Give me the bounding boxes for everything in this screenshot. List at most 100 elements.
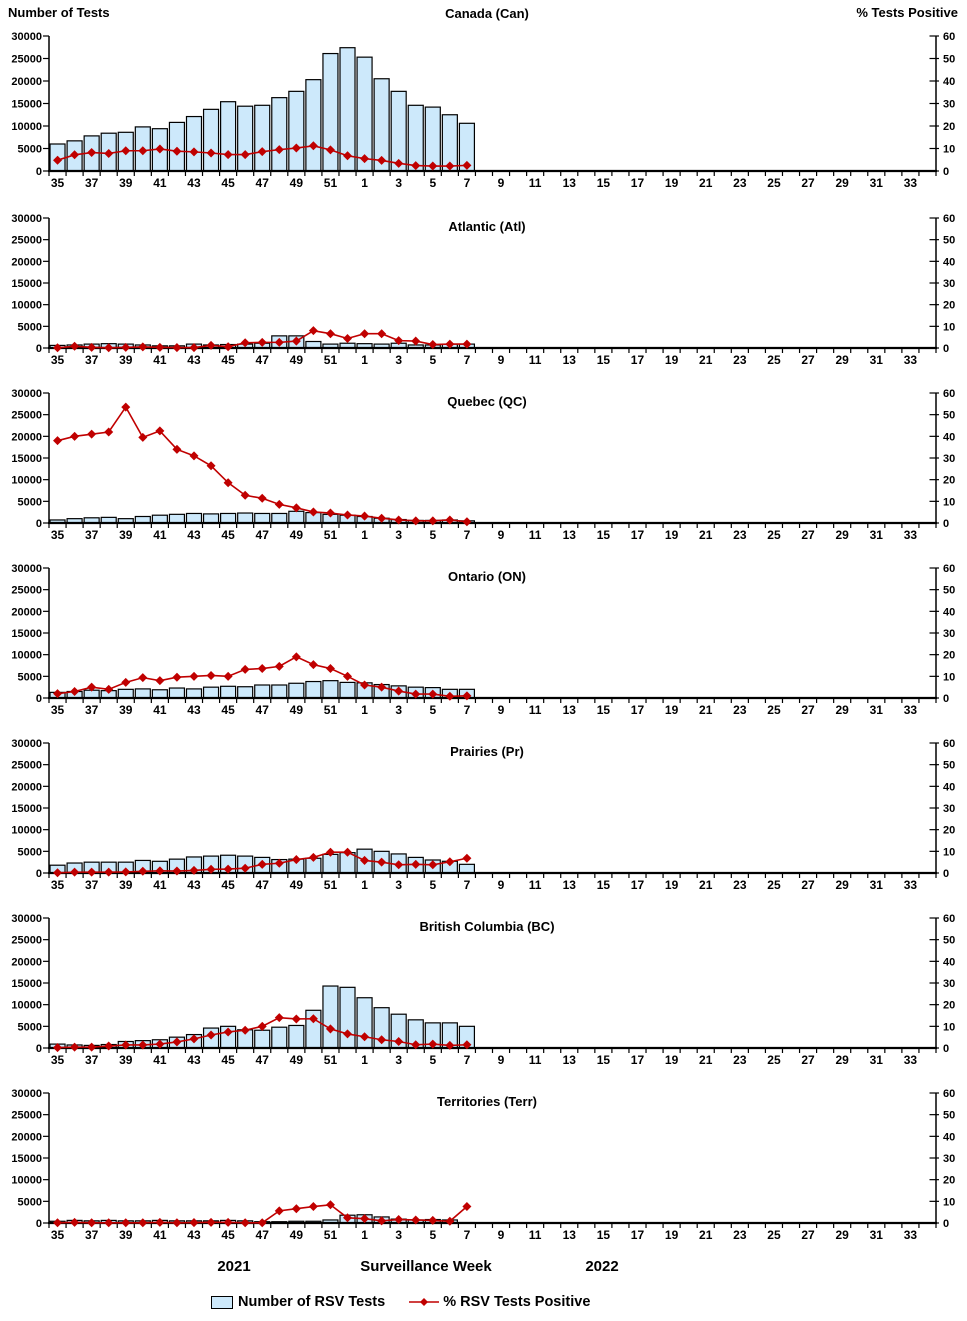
left-tick-label: 20000 [11, 606, 42, 618]
bar [237, 512, 254, 524]
pct-marker [428, 689, 438, 699]
bar [254, 104, 271, 172]
pct-marker [308, 660, 318, 670]
x-tick-label: 21 [699, 176, 713, 190]
bar [151, 514, 168, 524]
x-tick-label: 35 [51, 353, 65, 367]
right-tick-label: 30 [943, 978, 955, 990]
x-tick-label: 11 [529, 703, 542, 717]
panel-title: Quebec (QC) [447, 394, 526, 409]
x-tick-label: 15 [597, 176, 611, 190]
x-tick-label: 47 [256, 1228, 270, 1242]
bar [288, 510, 305, 524]
left-tick-label: 15000 [11, 978, 42, 990]
right-tick-label: 60 [943, 563, 955, 575]
panel-title: Territories (Terr) [437, 1094, 537, 1109]
pct-marker [104, 1041, 114, 1051]
x-tick-label: 49 [290, 878, 304, 892]
x-tick-label: 27 [801, 176, 815, 190]
x-tick-label: 17 [631, 703, 645, 717]
right-tick-label: 20 [943, 825, 955, 837]
right-tick-label: 40 [943, 256, 955, 268]
x-tick-label: 29 [836, 1053, 850, 1067]
x-tick-label: 43 [187, 878, 201, 892]
right-tick-label: 50 [943, 760, 955, 772]
left-tick-label: 20000 [11, 781, 42, 793]
x-tick-label: 9 [498, 878, 505, 892]
right-tick-label: 0 [943, 1043, 949, 1055]
bar [254, 1029, 271, 1049]
panel-territories-terr: Territories (Terr) 0 5000 10000 15000 20000 25… [11, 1088, 955, 1242]
x-tick-label: 1 [361, 1053, 368, 1067]
x-tick-label: 23 [733, 528, 747, 542]
left-tick-label: 10000 [11, 300, 42, 312]
right-tick-label: 10 [943, 671, 955, 683]
bar [305, 680, 322, 699]
x-tick-label: 33 [904, 1053, 918, 1067]
x-tick-label: 25 [767, 528, 781, 542]
x-tick-label: 7 [464, 1228, 471, 1242]
left-tick-label: 30000 [11, 1088, 42, 1100]
left-tick-label: 0 [36, 693, 42, 705]
left-tick-label: 5000 [18, 1021, 42, 1033]
right-tick-label: 30 [943, 278, 955, 290]
right-tick-label: 40 [943, 956, 955, 968]
pct-marker [394, 686, 404, 696]
pct-marker [343, 847, 353, 857]
right-tick-label: 30 [943, 99, 955, 111]
x-tick-label: 47 [256, 353, 270, 367]
pct-marker [343, 1029, 353, 1039]
pct-marker [138, 432, 148, 442]
pct-marker [291, 1014, 301, 1024]
x-axis-year-2021: 2021 [217, 1258, 251, 1275]
x-tick-label: 43 [187, 353, 201, 367]
panel-atlantic-atl: Atlantic (Atl) 0 5000 10000 15000 20000 25000 3… [11, 213, 955, 367]
pct-positive-markers [53, 1013, 472, 1053]
pct-marker [104, 1218, 114, 1228]
left-tick-label: 5000 [18, 846, 42, 858]
pct-marker [291, 1204, 301, 1214]
x-tick-label: 13 [563, 176, 577, 190]
x-tick-label: 7 [464, 1053, 471, 1067]
pct-marker [104, 343, 114, 353]
right-tick-label: 10 [943, 144, 955, 156]
x-tick-label: 13 [563, 878, 577, 892]
x-tick-label: 13 [563, 1228, 577, 1242]
x-tick-label: 31 [870, 528, 884, 542]
pct-marker [104, 867, 114, 877]
x-tick-label: 39 [119, 528, 133, 542]
left-tick-label: 10000 [11, 121, 42, 133]
pct-positive-markers [53, 847, 472, 878]
right-tick-label: 20 [943, 475, 955, 487]
right-tick-label: 20 [943, 650, 955, 662]
left-tick-label: 10000 [11, 1175, 42, 1187]
pct-marker [411, 516, 421, 526]
pct-positive-markers [53, 141, 472, 171]
pct-marker [155, 1039, 165, 1049]
panel-title: Atlantic (Atl) [448, 219, 525, 234]
legend-line-label: % RSV Tests Positive [443, 1294, 591, 1310]
x-tick-label: 17 [631, 176, 645, 190]
pct-marker [377, 1216, 387, 1226]
pct-marker [462, 853, 472, 863]
x-tick-label: 13 [563, 353, 577, 367]
x-tick-label: 51 [324, 1053, 338, 1067]
bar [322, 985, 339, 1049]
legend-diamond-icon [420, 1298, 429, 1306]
pct-marker [257, 664, 267, 674]
x-tick-label: 5 [429, 878, 436, 892]
pct-marker [223, 342, 233, 352]
pct-marker [428, 860, 438, 870]
panel-title: Prairies (Pr) [450, 744, 524, 759]
left-tick-label: 5000 [18, 321, 42, 333]
x-axis-year-2022: 2022 [585, 1258, 619, 1275]
x-tick-label: 49 [290, 528, 304, 542]
right-tick-label: 0 [943, 166, 949, 178]
pct-marker [121, 1218, 131, 1228]
right-tick-label: 50 [943, 1110, 955, 1122]
x-tick-label: 25 [767, 703, 781, 717]
right-tick-label: 10 [943, 1021, 955, 1033]
pct-marker [274, 499, 284, 509]
left-tick-label: 10000 [11, 825, 42, 837]
right-tick-label: 40 [943, 781, 955, 793]
